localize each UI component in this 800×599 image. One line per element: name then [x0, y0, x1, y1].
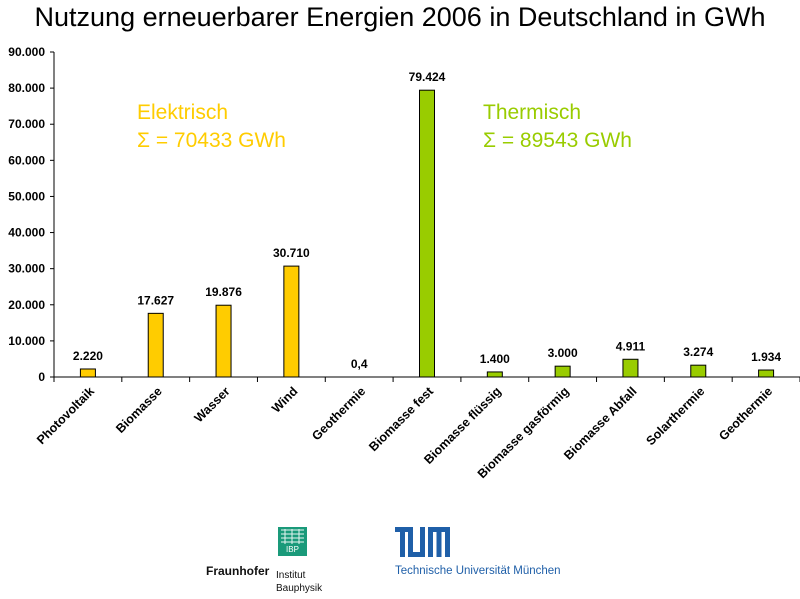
annotation-thermisch-sum: Σ = 89543 GWh: [483, 129, 632, 152]
data-label: 79.424: [409, 70, 446, 84]
annotation-elektrisch-label: Elektrisch: [137, 101, 229, 124]
y-tick-label: 70.000: [8, 117, 45, 131]
data-label: 3.274: [683, 345, 713, 359]
bar: [690, 364, 707, 378]
bar: [215, 304, 232, 378]
y-tick-label: 40.000: [8, 226, 45, 240]
fraunhofer-institute: Institut Bauphysik: [276, 569, 322, 595]
bar: [554, 365, 571, 378]
x-tick-label: Biomasse: [113, 384, 165, 436]
y-tick-label: 20.000: [8, 298, 45, 312]
fraunhofer-logo: IBP Fraunhofer Institut Bauphysik: [206, 527, 341, 597]
bar: [758, 369, 775, 378]
y-tick-label: 30.000: [8, 262, 45, 276]
y-tick-label: 50.000: [8, 189, 45, 203]
annotation-thermisch-label: Thermisch: [483, 101, 582, 124]
bar: [622, 358, 639, 378]
bar: [147, 312, 164, 378]
x-tick-label: Geothermie: [309, 384, 368, 443]
data-label: 17.627: [137, 293, 174, 307]
fraunhofer-ibp-badge: IBP: [278, 527, 307, 556]
data-label: 4.911: [616, 339, 646, 353]
y-tick-label: 60.000: [8, 153, 45, 167]
annotation-elektrisch: Elektrisch Σ = 70433 GWh: [137, 99, 286, 155]
x-tick-label: Photovoltaik: [34, 384, 97, 447]
fraunhofer-sub2: Bauphysik: [276, 583, 323, 594]
y-tick-label: 90.000: [8, 45, 45, 59]
chart-title: Nutzung erneuerbarer Energien 2006 in De…: [34, 2, 766, 32]
y-tick-label: 0: [38, 370, 45, 384]
bar: [486, 371, 503, 378]
x-tick-label: Geothermie: [716, 384, 775, 443]
x-tick-label: Biomasse Abfall: [561, 384, 639, 462]
tum-name: Technische Universität München: [395, 565, 561, 577]
data-label: 1.934: [751, 350, 781, 364]
data-label: 0,4: [351, 357, 368, 371]
data-label: 2.220: [73, 349, 103, 363]
data-label: 3.000: [548, 346, 578, 360]
bar: [79, 368, 96, 378]
data-label: 19.876: [205, 285, 242, 299]
fraunhofer-sub1: Institut: [276, 570, 306, 581]
annotation-elektrisch-sum: Σ = 70433 GWh: [137, 129, 286, 152]
data-label: 30.710: [273, 246, 310, 260]
bar: [419, 89, 435, 378]
x-tick-label: Wasser: [192, 384, 233, 425]
y-tick-label: 10.000: [8, 334, 45, 348]
fraunhofer-name: Fraunhofer: [206, 564, 270, 578]
y-tick-label: 80.000: [8, 81, 45, 95]
tum-logo: Technische Universität München: [395, 527, 595, 582]
x-tick-label: Biomasse fest: [366, 384, 436, 454]
x-tick-label: Solarthermie: [643, 384, 707, 448]
bar: [283, 265, 300, 378]
annotation-thermisch: Thermisch Σ = 89543 GWh: [483, 99, 632, 155]
x-tick-label: Wind: [269, 384, 300, 415]
bar-chart: 0 10.000 20.000 30.000 40.000 50.000 60.000 70.…: [8, 45, 800, 481]
tum-logo-mark: [395, 527, 450, 557]
fraunhofer-ibp-text: IBP: [286, 545, 299, 554]
data-label: 1.400: [480, 352, 510, 366]
